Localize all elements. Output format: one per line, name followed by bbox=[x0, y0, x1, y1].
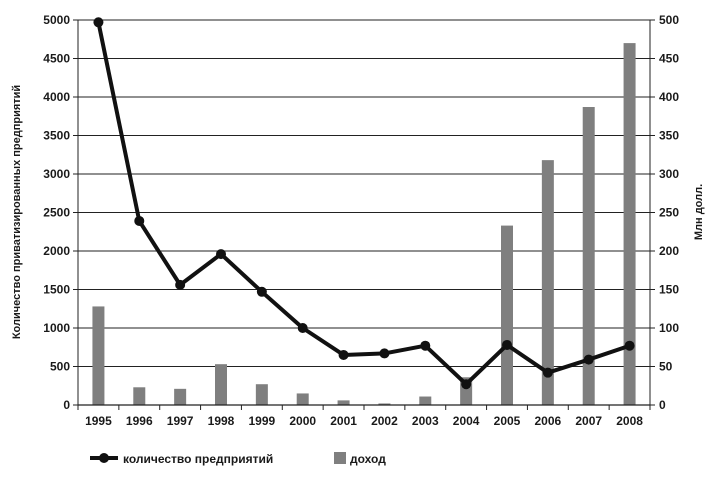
x-tick-label: 2002 bbox=[371, 414, 398, 428]
enterprises-point bbox=[420, 340, 431, 351]
left-tick-label: 5000 bbox=[43, 13, 70, 27]
income-bar bbox=[133, 387, 146, 405]
income-bar bbox=[215, 364, 227, 405]
enterprises-point bbox=[297, 323, 308, 333]
enterprises-point bbox=[624, 340, 635, 351]
enterprises-point bbox=[93, 17, 104, 28]
x-tick-label: 1999 bbox=[249, 414, 276, 428]
right-tick-label: 50 bbox=[659, 360, 673, 374]
left-axis-title: Количество приватизированных предприятий bbox=[11, 85, 23, 339]
tick-labels: 0500100015002000250030003500400045005000… bbox=[43, 13, 679, 428]
legend: количество предприятий доход bbox=[90, 452, 386, 466]
right-tick-label: 0 bbox=[659, 398, 666, 412]
x-tick-label: 2007 bbox=[575, 414, 602, 428]
income-bar bbox=[337, 400, 350, 405]
right-tick-label: 350 bbox=[659, 129, 679, 143]
income-bar bbox=[582, 107, 595, 405]
left-tick-label: 4500 bbox=[43, 52, 70, 66]
x-tick-label: 1995 bbox=[85, 414, 112, 428]
income-bar bbox=[623, 43, 636, 405]
right-tick-label: 400 bbox=[659, 90, 679, 104]
enterprises-point bbox=[542, 367, 553, 378]
right-tick-label: 450 bbox=[659, 52, 679, 66]
left-tick-label: 2000 bbox=[43, 244, 70, 258]
legend-label-enterprises: количество предприятий bbox=[123, 452, 273, 466]
right-tick-label: 150 bbox=[659, 283, 679, 297]
left-tick-label: 500 bbox=[50, 360, 70, 374]
x-tick-label: 1998 bbox=[208, 414, 235, 428]
left-tick-label: 2500 bbox=[43, 206, 70, 220]
enterprises-line bbox=[93, 17, 635, 390]
enterprises-point bbox=[461, 379, 472, 390]
right-tick-label: 100 bbox=[659, 321, 679, 335]
right-tick-label: 250 bbox=[659, 206, 679, 220]
income-bar bbox=[174, 388, 187, 405]
income-bar bbox=[541, 160, 554, 405]
enterprises-line-path bbox=[96, 21, 631, 387]
x-tick-label: 2004 bbox=[453, 414, 480, 428]
right-axis-title: Млн долл. bbox=[693, 184, 705, 240]
right-tick-label: 200 bbox=[659, 244, 679, 258]
x-tick-label: 2000 bbox=[289, 414, 316, 428]
gridlines bbox=[78, 19, 650, 367]
income-bar bbox=[255, 384, 268, 405]
x-tick-label: 1997 bbox=[167, 414, 194, 428]
left-tick-label: 3500 bbox=[43, 129, 70, 143]
enterprises-point bbox=[583, 354, 594, 365]
enterprises-point bbox=[216, 249, 226, 260]
legend-label-income: доход bbox=[350, 452, 386, 466]
enterprises-point bbox=[256, 286, 267, 297]
enterprises-point bbox=[338, 349, 349, 360]
enterprises-point bbox=[379, 348, 390, 359]
x-tick-label: 2006 bbox=[535, 414, 562, 428]
income-bar bbox=[501, 225, 513, 405]
left-tick-label: 3000 bbox=[43, 167, 70, 181]
x-tick-label: 2008 bbox=[616, 414, 643, 428]
axes bbox=[73, 19, 655, 410]
x-tick-label: 1996 bbox=[126, 414, 153, 428]
income-bar bbox=[378, 403, 391, 405]
enterprises-point bbox=[502, 339, 512, 350]
legend-line-dot bbox=[99, 453, 109, 463]
x-tick-label: 2001 bbox=[330, 414, 357, 428]
right-tick-label: 500 bbox=[659, 13, 679, 27]
left-tick-label: 4000 bbox=[43, 90, 70, 104]
x-tick-label: 2005 bbox=[494, 414, 521, 428]
income-bar bbox=[92, 306, 105, 405]
right-tick-label: 300 bbox=[659, 167, 679, 181]
income-bar bbox=[296, 393, 309, 405]
legend-bar-swatch bbox=[334, 452, 346, 464]
left-tick-label: 0 bbox=[63, 398, 70, 412]
left-tick-label: 1000 bbox=[43, 321, 70, 335]
left-tick-label: 1500 bbox=[43, 283, 70, 297]
x-tick-label: 2003 bbox=[412, 414, 439, 428]
enterprises-point bbox=[175, 279, 186, 290]
enterprises-point bbox=[134, 215, 145, 226]
income-bar bbox=[419, 396, 432, 405]
income-bars bbox=[92, 43, 636, 405]
